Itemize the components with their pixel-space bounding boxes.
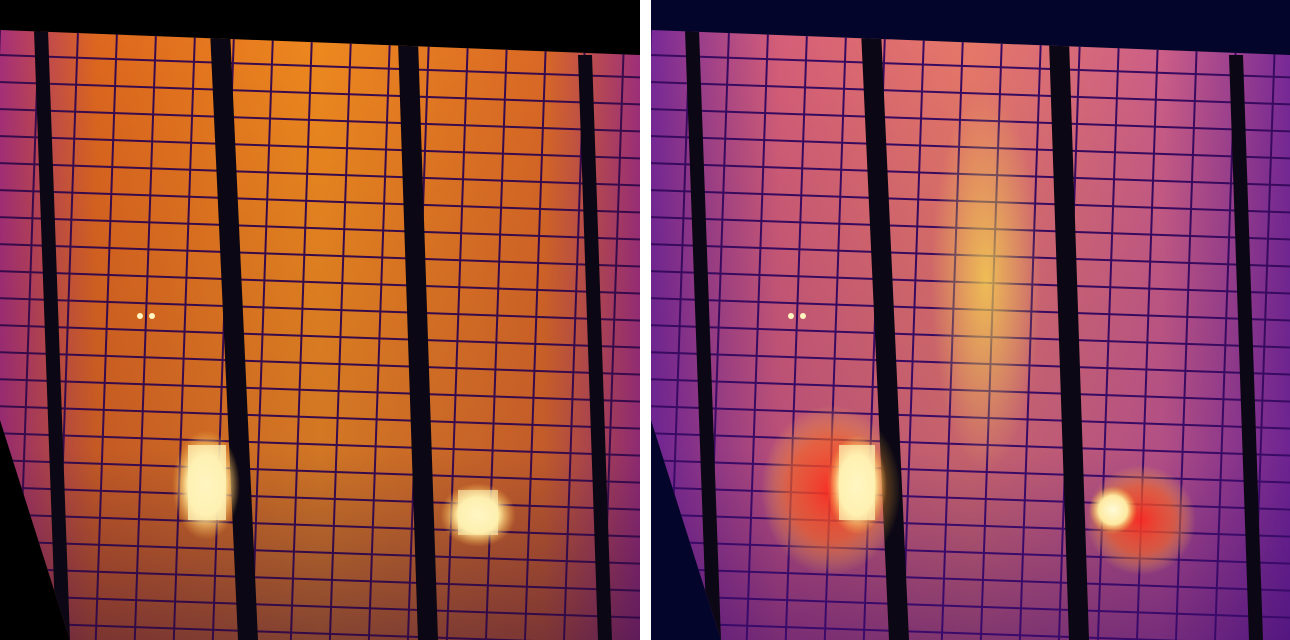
left-thermal-panel: [0, 0, 640, 640]
raw-thermal-image: [0, 30, 640, 640]
right-thermal-overlay-panel: [651, 0, 1290, 640]
thermal-image-with-heatmap-overlay: [651, 30, 1290, 640]
